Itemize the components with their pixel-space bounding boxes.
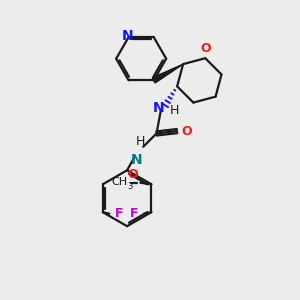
Text: N: N [131, 153, 142, 167]
Text: O: O [200, 42, 211, 55]
Text: H: H [170, 104, 179, 117]
Polygon shape [152, 64, 183, 83]
Text: O: O [128, 168, 138, 181]
Text: CH: CH [111, 177, 128, 187]
Text: O: O [182, 124, 192, 138]
Text: H: H [136, 135, 145, 148]
Text: N: N [122, 29, 133, 44]
Text: N: N [153, 100, 165, 115]
Text: F: F [115, 207, 124, 220]
Text: F: F [130, 207, 138, 220]
Text: 3: 3 [128, 182, 133, 191]
